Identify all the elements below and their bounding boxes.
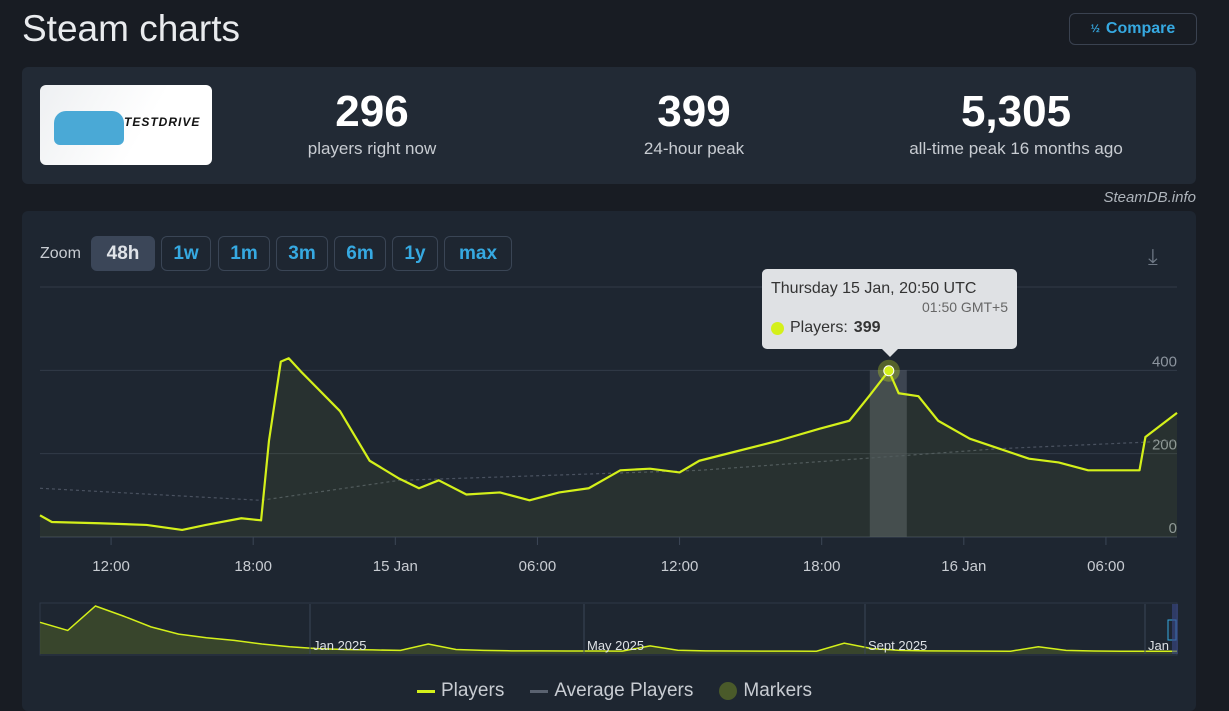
navigator-line	[39, 605, 1177, 653]
stat-label: 24-hour peak	[643, 139, 745, 158]
stat-24h-peak: 399 24-hour peak	[544, 87, 844, 159]
series-dot-icon	[771, 321, 784, 335]
tooltip-local-time: 01:50 GMT+5	[922, 299, 1008, 315]
zoom-label: Zoom	[40, 245, 81, 262]
stat-label: all-time peak 16 months ago	[909, 139, 1123, 158]
steamdb-credit[interactable]: SteamDB.info	[1103, 189, 1196, 206]
car-image	[54, 111, 124, 145]
y-tick-label: 200	[1152, 437, 1177, 454]
navigator-area	[40, 606, 1177, 654]
tooltip-series: Players:	[790, 319, 848, 336]
players-area	[40, 358, 1177, 537]
x-tick-label: 15 Jan	[373, 558, 418, 575]
legend-players[interactable]: Players	[416, 680, 505, 702]
download-icon[interactable]: ⤓	[1148, 244, 1158, 269]
navigator-label: Jan	[1148, 638, 1169, 653]
page-title: Steam charts	[22, 8, 240, 49]
x-tick-label: 18:00	[803, 558, 841, 575]
chart-tooltip: Thursday 15 Jan, 20:50 UTC 01:50 GMT+5 P…	[762, 269, 1017, 357]
zoom-1y-button[interactable]: 1y	[392, 236, 438, 271]
compare-label: Compare	[1105, 20, 1176, 37]
chart-legend: Players Average Players Markers	[0, 680, 1229, 702]
fraction-icon: ½	[1090, 23, 1100, 35]
stat-current: 296 players right now	[222, 87, 522, 159]
line-swatch-icon	[416, 689, 435, 693]
x-tick-label: 06:00	[1087, 558, 1125, 575]
stats-panel: TESTDRIVE 296 players right now 399 24-h…	[22, 67, 1196, 184]
stat-value: 399	[657, 87, 731, 136]
players-line	[39, 357, 1178, 532]
navigator-selection	[1172, 604, 1178, 654]
zoom-6m-button[interactable]: 6m	[334, 236, 386, 271]
stat-value: 5,305	[960, 87, 1072, 136]
hover-band	[869, 370, 907, 537]
navigator-label: May 2025	[587, 638, 644, 653]
x-tick-label: 18:00	[234, 558, 272, 575]
legend-label: Average Players	[554, 680, 694, 701]
x-tick-label: 06:00	[519, 558, 557, 575]
y-tick-label: 400	[1152, 353, 1177, 370]
y-tick-label: 0	[1169, 520, 1177, 537]
stat-all-time-peak[interactable]: 5,305 all-time peak 16 months ago	[866, 87, 1166, 159]
x-tick-label: 12:00	[661, 558, 699, 575]
game-thumbnail[interactable]: TESTDRIVE	[40, 85, 212, 165]
average-players-line	[39, 440, 1178, 501]
zoom-3m-button[interactable]: 3m	[276, 236, 328, 271]
compare-button[interactable]: ½ Compare	[1069, 13, 1197, 45]
highlight-point	[883, 365, 895, 377]
zoom-1w-button[interactable]: 1w	[161, 236, 211, 271]
navigator-label: Sept 2025	[868, 638, 927, 653]
line-swatch-icon	[530, 689, 549, 693]
navigator-label: Jan 2025	[313, 638, 367, 653]
zoom-1m-button[interactable]: 1m	[218, 236, 270, 271]
game-logo: TESTDRIVE	[124, 115, 201, 129]
legend-label: Players	[440, 680, 505, 701]
legend-average-players[interactable]: Average Players	[530, 680, 693, 702]
x-tick-label: 12:00	[92, 558, 130, 575]
zoom-max-button[interactable]: max	[444, 236, 512, 271]
stat-value: 296	[335, 87, 409, 136]
legend-label: Markers	[743, 680, 813, 701]
tooltip-value: 399	[853, 319, 881, 336]
stat-label: players right now	[307, 139, 437, 158]
zoom-48h-button[interactable]: 48h	[91, 236, 155, 271]
x-tick-label: 16 Jan	[941, 558, 986, 575]
legend-markers[interactable]: Markers	[719, 680, 812, 702]
tooltip-date: Thursday 15 Jan, 20:50 UTC	[771, 280, 977, 297]
marker-swatch-icon	[719, 682, 738, 700]
